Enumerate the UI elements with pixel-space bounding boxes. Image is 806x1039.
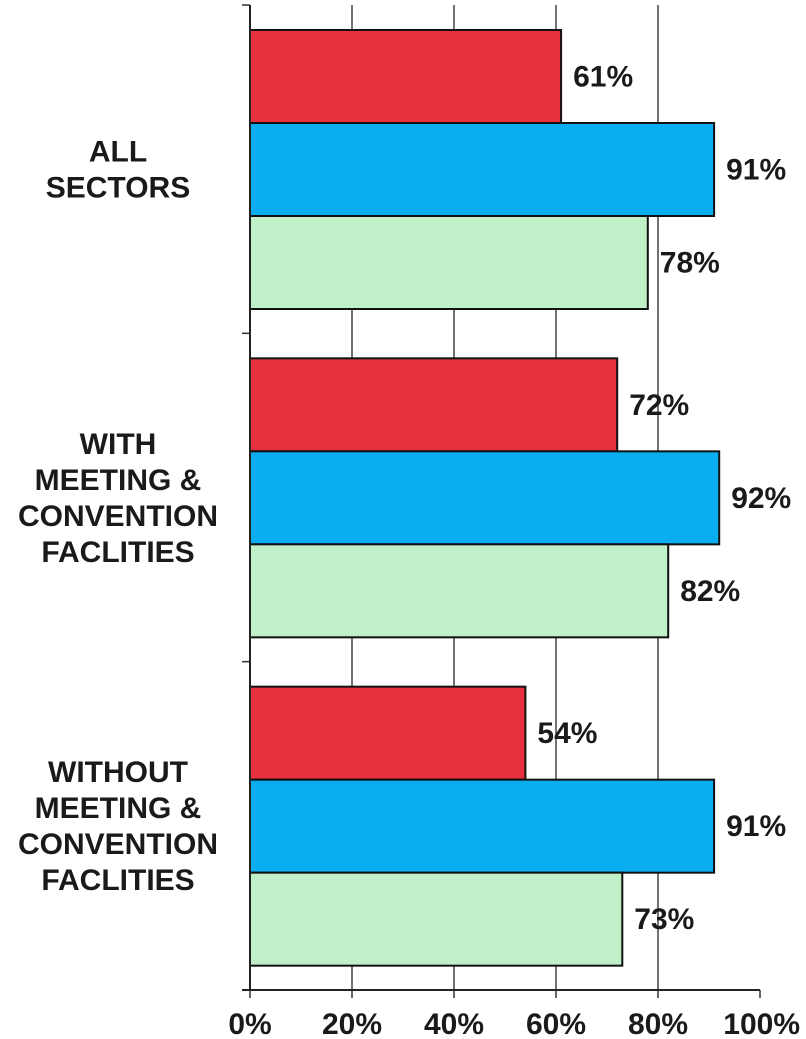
- bar: [249, 215, 649, 310]
- labels: 0% 20% 40% 60% 80% 100% 61% 91% 78% ALL SECTORS 72%…: [18, 61, 800, 1039]
- data-label: 91%: [726, 810, 786, 843]
- category-label-line: MEETING &: [35, 464, 202, 497]
- x-tick-label: 0%: [228, 1008, 271, 1039]
- data-label: 54%: [537, 717, 597, 750]
- x-tick-label: 100%: [723, 1008, 800, 1039]
- category-label: WITH MEETING & CONVENTION FACLITIES: [18, 428, 218, 569]
- data-label: 72%: [629, 389, 689, 422]
- category-label-line: CONVENTION: [18, 828, 218, 861]
- category-label-line: SECTORS: [46, 172, 190, 205]
- bar: [249, 778, 716, 874]
- data-label: 73%: [634, 903, 694, 936]
- x-tick-label: 60%: [526, 1008, 586, 1039]
- category-label: ALL SECTORS: [46, 136, 190, 205]
- data-label: 82%: [680, 575, 740, 608]
- data-label: 92%: [731, 482, 791, 515]
- x-tick-label: 40%: [424, 1008, 484, 1039]
- category-label-line: MEETING &: [35, 792, 202, 825]
- bar: [249, 871, 624, 967]
- category-label-line: FACLITIES: [41, 864, 194, 897]
- bar: [249, 450, 721, 546]
- axes: [242, 4, 761, 998]
- category-label: WITHOUT MEETING & CONVENTION FACLITIES: [18, 756, 218, 897]
- x-tick-label: 80%: [628, 1008, 688, 1039]
- category-label-line: WITH: [80, 428, 157, 461]
- category-label-line: CONVENTION: [18, 500, 218, 533]
- category-label-line: FACLITIES: [41, 536, 194, 569]
- bar: [249, 357, 619, 453]
- bar: [249, 122, 716, 217]
- bar: [249, 543, 670, 639]
- bar: [249, 685, 527, 781]
- data-label: 91%: [726, 154, 786, 187]
- category-label-line: WITHOUT: [48, 756, 188, 789]
- bars: [249, 29, 721, 967]
- bar: [249, 29, 563, 124]
- x-tick-label: 20%: [322, 1008, 382, 1039]
- category-label-line: ALL: [89, 136, 147, 169]
- data-label: 78%: [660, 247, 720, 280]
- data-label: 61%: [573, 61, 633, 94]
